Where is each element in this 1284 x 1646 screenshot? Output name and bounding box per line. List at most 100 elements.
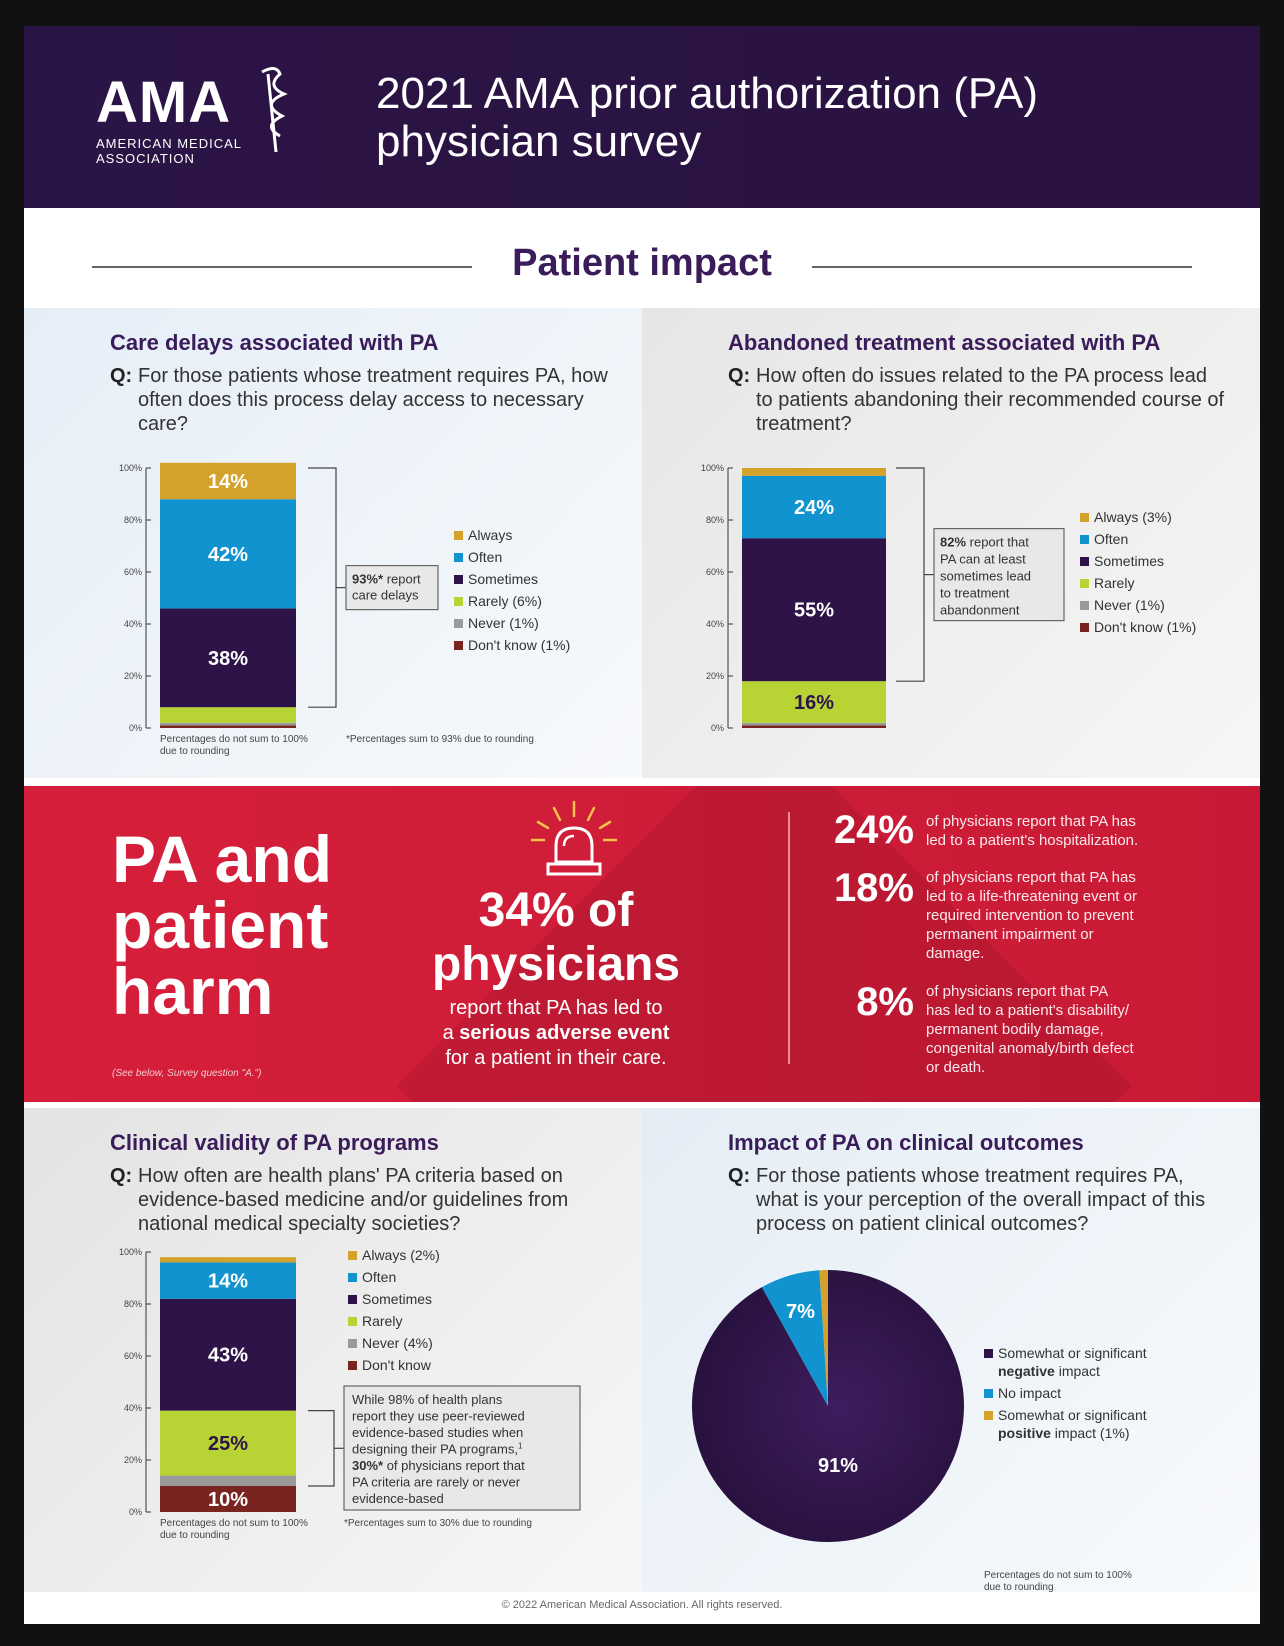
big-stat-l2: physicians <box>431 938 681 991</box>
legend-entry: Rarely <box>362 1313 402 1329</box>
footnote: due to rounding <box>160 1530 230 1541</box>
question-text: For those patients whose treatment requi… <box>756 1165 1206 1235</box>
harm-note: (See below, Survey question "A.") <box>112 1068 262 1079</box>
legend-swatch <box>1080 535 1089 544</box>
y-tick-label: 80% <box>124 1299 142 1309</box>
callout-box <box>933 528 1065 622</box>
callout-text: 30%* of physicians report that <box>352 1458 525 1473</box>
bar-data-label: 10% <box>208 1489 248 1511</box>
legend-entry: Never (4%) <box>362 1335 433 1351</box>
validity-title: Clinical validity of PA programs <box>110 1130 439 1155</box>
stat-text: of physicians report that PA has led to … <box>926 812 1186 850</box>
footnote: Percentages do not sum to 100% <box>160 734 308 745</box>
stat-hospitalization: 24% of physicians report that PA has led… <box>814 808 1214 868</box>
bar-segment-often <box>742 475 886 539</box>
legend-entry: Rarely <box>1094 575 1134 591</box>
callout-box <box>343 1385 581 1511</box>
legend-entry: Often <box>362 1269 396 1285</box>
header-title-line2: physician survey <box>376 117 702 166</box>
y-tick-label: 40% <box>706 619 724 629</box>
stat-number: 8% <box>856 980 914 1024</box>
stat-line: or death. <box>926 1059 986 1076</box>
y-tick-label: 80% <box>706 515 724 525</box>
footnote: *Percentages sum to 30% due to rounding <box>344 1518 532 1529</box>
big-stat-sub-l1: report that PA has led to <box>449 997 663 1019</box>
outcomes-panel: Impact of PA on clinical outcomes Q: For… <box>642 1108 1260 1592</box>
q-label: Q: <box>728 1165 751 1187</box>
copyright-footer: © 2022 American Medical Association. All… <box>501 1599 783 1611</box>
y-tick-label: 80% <box>124 515 142 525</box>
y-tick-label: 60% <box>124 1351 142 1361</box>
callout-text: 82% report that <box>940 535 1029 550</box>
bar-segment-never <box>160 1475 296 1486</box>
legend-swatch <box>984 1389 993 1398</box>
section-rule-right <box>812 266 1192 268</box>
legend-entry: Sometimes <box>1094 553 1164 569</box>
legend-swatch <box>348 1273 357 1282</box>
harm-title-l3: harm <box>112 954 274 1028</box>
stat-text: of physicians report that PA has led to … <box>926 868 1186 963</box>
legend-entry: Sometimes <box>468 571 538 587</box>
legend-entry: Rarely (6%) <box>468 593 542 609</box>
y-tick-label: 60% <box>706 567 724 577</box>
question-text: How often are health plans' PA criteria … <box>138 1165 569 1235</box>
legend-swatch <box>348 1317 357 1326</box>
logo-sub1: AMERICAN MEDICAL <box>96 136 243 151</box>
stat-line: led to a life-threatening event or <box>926 888 1137 905</box>
big-stat-sub-l2: a serious adverse event <box>406 1021 706 1046</box>
callout-text: sometimes lead <box>940 569 1031 584</box>
callout-text: While 98% of health plans <box>352 1392 503 1407</box>
bar-segment-rarely <box>742 681 886 723</box>
stat-line: damage. <box>926 945 985 962</box>
legend-swatch <box>454 575 463 584</box>
y-tick-label: 100% <box>119 1247 142 1257</box>
legend-swatch <box>1080 623 1089 632</box>
callout-text: designing their PA programs,1 <box>352 1442 523 1457</box>
bar-data-label: 16% <box>794 692 834 714</box>
legend-swatch <box>454 619 463 628</box>
callout-text: care delays <box>352 588 419 603</box>
logo-sub2: ASSOCIATION <box>96 151 195 166</box>
callout-text: abandonment <box>940 603 1020 618</box>
bracket <box>308 467 337 708</box>
callout-text: evidence-based studies when <box>352 1425 523 1440</box>
pie-slice <box>819 1270 828 1406</box>
stat-line: of physicians report that PA has <box>926 813 1136 830</box>
legend-swatch <box>348 1251 357 1260</box>
callout-text: evidence-based <box>352 1491 444 1506</box>
legend-swatch <box>1080 601 1089 610</box>
legend-entry: Don't know (1%) <box>1094 619 1196 635</box>
big-stat-sub: report that PA has led to a serious adve… <box>406 996 706 1071</box>
header-banner: AMA AMERICAN MEDICAL ASSOCIATION 2021 AM… <box>24 26 1260 208</box>
big-stat-34: 34% of physicians report that PA has led… <box>406 884 706 1071</box>
q-label: Q: <box>110 365 133 387</box>
footnote: *Percentages sum to 93% due to rounding <box>346 734 534 745</box>
callout-text: PA can at least <box>940 552 1026 567</box>
bar-segment-always <box>742 468 886 476</box>
legend-swatch <box>454 531 463 540</box>
infographic-page: AMA AMERICAN MEDICAL ASSOCIATION 2021 AM… <box>24 26 1260 1624</box>
section-title: Patient impact <box>24 242 1260 285</box>
big-stat-l1: 34% of <box>478 884 634 937</box>
ama-logo: AMA AMERICAN MEDICAL ASSOCIATION <box>96 67 288 166</box>
bar-data-label: 24% <box>794 497 834 519</box>
sub-l2b: serious adverse event <box>459 1022 670 1044</box>
bar-segment-always <box>160 462 296 500</box>
section-rule-left <box>92 266 472 268</box>
legend-swatch <box>348 1361 357 1370</box>
footnote: Percentages do not sum to 100% <box>160 1518 308 1529</box>
legend-entry: Often <box>1094 531 1128 547</box>
logo-text: AMA <box>96 70 232 135</box>
stat-line: of physicians report that PA has <box>926 869 1136 886</box>
callout-text: report they use peer-reviewed <box>352 1409 525 1424</box>
alarm-light-icon <box>530 800 618 876</box>
legend-swatch <box>454 597 463 606</box>
bar-segment-sometimes <box>160 608 296 708</box>
harm-band: PA and patient harm (See below, Survey q… <box>24 786 1260 1102</box>
footnote: Percentages do not sum to 100% <box>984 1570 1132 1581</box>
pie-data-label: 91% <box>818 1455 858 1477</box>
y-tick-label: 60% <box>124 567 142 577</box>
bar-segment-always <box>160 1257 296 1263</box>
bar-segment-never <box>742 722 886 726</box>
header-title: 2021 AMA prior authorization (PA) physic… <box>376 70 1196 166</box>
